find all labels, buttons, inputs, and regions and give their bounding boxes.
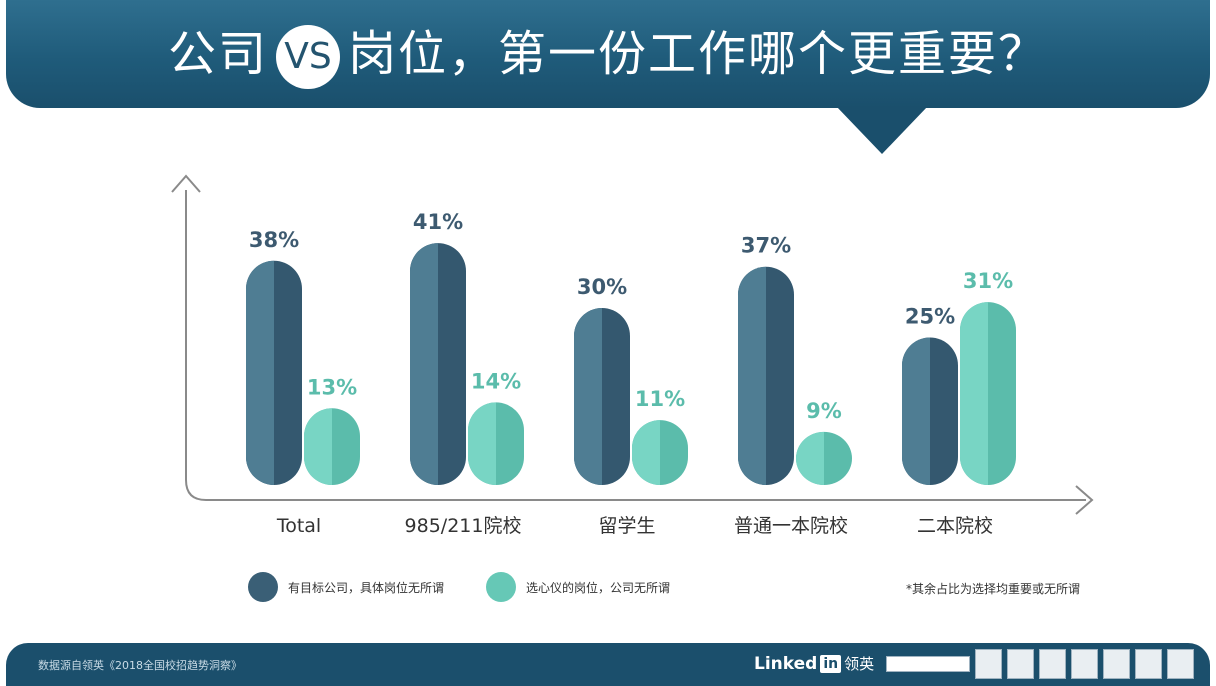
footer-bar: 数据源自领英《2018全国校招趋势洞察》 Linked in 领英 [6,643,1210,686]
y-axis-arrow [171,174,201,193]
bar-series1-0-highlight [246,260,274,485]
data-label-series1-4: 25% [905,305,955,329]
bar-series1-1-highlight [410,243,438,485]
brand-cn: 领英 [844,655,875,673]
bar-series1-4 [902,337,958,485]
title-text-position: 岗位，第一份工作哪个更重要？ [348,26,1049,82]
title-banner [6,0,1210,108]
x-tick-label-0: Total [276,515,321,537]
data-label-series2-1: 14% [471,369,521,393]
source-text: 数据源自领英《2018全国校招趋势洞察》 [38,659,242,672]
data-label-series2-4: 31% [963,269,1013,293]
bar-series2-3-highlight [796,431,824,485]
partner-logo-8 [1167,649,1194,679]
partner-logo-4 [1039,649,1066,679]
data-label-series1-2: 30% [577,275,627,299]
bar-series2-0 [304,408,360,485]
bar-series2-1 [468,402,524,485]
bar-series1-0 [246,260,302,485]
data-label-series1-3: 37% [741,234,791,258]
bar-series2-3 [796,431,852,485]
x-tick-label-3: 普通一本院校 [734,515,848,537]
brand-prefix: Linked [754,653,818,674]
chart-bars [246,243,1016,485]
bar-series2-2 [632,420,688,485]
data-label-series1-1: 41% [413,210,463,234]
bar-series1-1 [410,243,466,485]
data-label-series2-3: 9% [806,399,842,423]
partner-logo-1 [886,656,970,672]
partner-logo-3 [1007,649,1034,679]
chart-labels: 38% 13% Total 41% 14% 985/211院校 30% 11% 留学生 37% 9%… [249,210,1013,537]
legend-item-preferred-position: 选心仪的岗位，公司无所谓 [486,572,670,602]
chart-title: 公司 VS 岗位，第一份工作哪个更重要？ [0,24,1216,89]
x-tick-label-1: 985/211院校 [405,515,522,537]
bar-series2-1-highlight [468,402,496,485]
title-banner-pointer [836,106,928,154]
bar-series1-4-highlight [902,337,930,485]
title-vs-badge: VS [276,25,340,89]
linkedin-logo: Linked in 领英 [754,653,874,674]
partner-logo-6 [1103,649,1130,679]
bar-series2-4 [960,302,1016,485]
legend-swatch-target-company [248,572,278,602]
title-text-company: 公司 [167,26,268,82]
legend-item-target-company: 有目标公司，具体岗位无所谓 [248,572,444,602]
chart-axes [171,174,1094,515]
chart-footnote: *其余占比为选择均重要或无所谓 [906,582,1081,596]
bar-series2-4-highlight [960,302,988,485]
legend-label-preferred-position: 选心仪的岗位，公司无所谓 [526,580,671,595]
data-label-series2-2: 11% [635,387,685,411]
x-tick-label-4: 二本院校 [917,515,993,537]
x-axis-arrow [1075,485,1094,515]
legend-swatch-preferred-position [486,572,516,602]
bar-series2-2-highlight [632,420,660,485]
partner-logo-2 [975,649,1002,679]
x-tick-label-2: 留学生 [598,515,655,537]
bar-series1-2 [574,308,630,485]
bar-series1-3-highlight [738,266,766,485]
bar-series1-3 [738,266,794,485]
legend-label-target-company: 有目标公司，具体岗位无所谓 [288,580,445,595]
partner-logo-7 [1135,649,1162,679]
brand-in-box: in [820,654,842,673]
axis-line [185,190,1086,501]
partner-logo-strip [886,649,1194,679]
bar-series1-2-highlight [574,308,602,485]
data-label-series2-0: 13% [307,375,357,399]
data-label-series1-0: 38% [249,228,299,252]
bar-series2-0-highlight [304,408,332,485]
partner-logo-5 [1071,649,1098,679]
